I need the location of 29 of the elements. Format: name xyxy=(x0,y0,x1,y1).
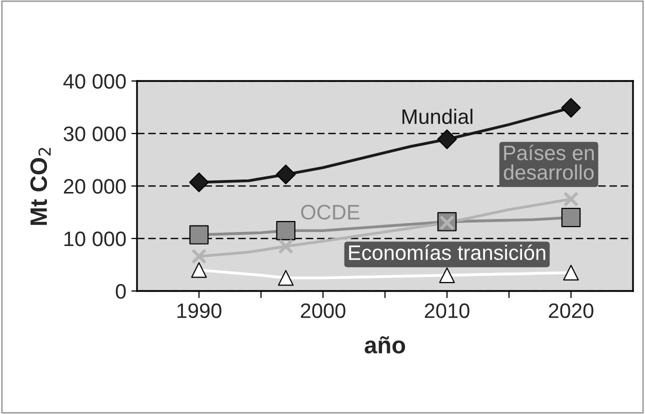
y-tick-label: 30 000 xyxy=(64,126,126,142)
point xyxy=(439,267,455,284)
x-tick-label: 1990 xyxy=(177,303,222,318)
series-label: Países en desarrollo xyxy=(504,144,594,180)
series-label: Mundial xyxy=(402,108,472,124)
point xyxy=(189,172,209,192)
series-label: Economías transición xyxy=(349,244,546,260)
y-tick-label: 10 000 xyxy=(64,232,126,246)
point xyxy=(278,270,294,286)
point xyxy=(278,238,294,254)
point xyxy=(276,164,296,184)
point xyxy=(191,248,207,264)
point xyxy=(563,191,579,207)
y-tick-label: 40 000 xyxy=(63,74,126,89)
point xyxy=(561,98,581,118)
point xyxy=(189,225,209,244)
x-tick-label: 2020 xyxy=(548,303,594,318)
point xyxy=(276,221,296,240)
y-tick-label: 0 xyxy=(116,284,126,299)
point xyxy=(191,262,207,278)
point xyxy=(563,264,579,280)
y-axis-title: Mt CO$_{2}$ xyxy=(30,148,51,225)
x-tick-label: 2000 xyxy=(300,303,346,318)
point xyxy=(437,129,457,150)
point xyxy=(561,208,581,228)
y-tick-label: 20 000 xyxy=(64,179,126,194)
x-tick-label: 2010 xyxy=(424,303,470,318)
x-axis-title: año xyxy=(364,336,406,354)
series-label: OCDE xyxy=(301,204,360,220)
